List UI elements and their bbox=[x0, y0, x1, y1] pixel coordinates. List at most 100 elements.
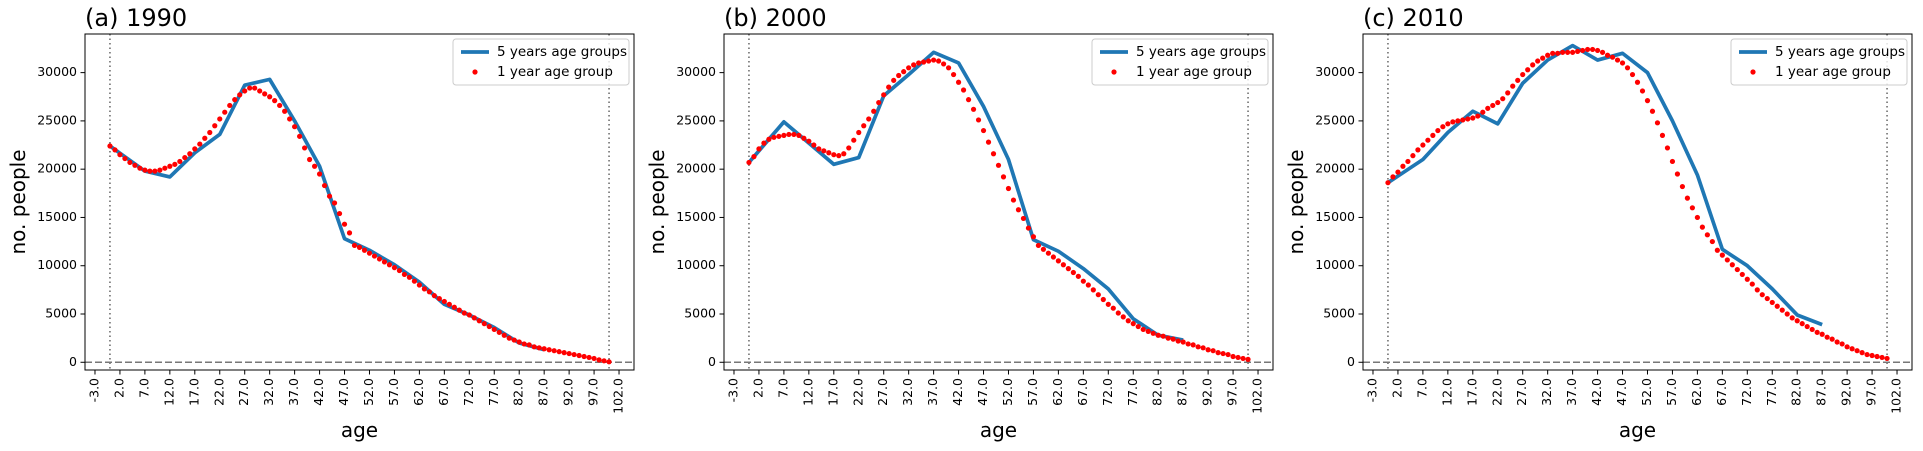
data-point bbox=[821, 148, 827, 154]
data-point bbox=[1879, 354, 1885, 361]
data-point bbox=[881, 92, 887, 98]
legend-swatch bbox=[1750, 69, 1756, 75]
x-tick-label: 97.0 bbox=[1864, 378, 1879, 406]
data-point bbox=[1754, 287, 1760, 293]
x-tick-label: 12.0 bbox=[1439, 378, 1454, 406]
data-point bbox=[501, 332, 507, 338]
data-point bbox=[1565, 49, 1571, 55]
data-point bbox=[876, 99, 882, 106]
data-point bbox=[1175, 338, 1181, 344]
x-tick-label: 62.0 bbox=[411, 378, 426, 406]
y-tick-label: 20000 bbox=[676, 161, 716, 176]
x-tick-label: 52.0 bbox=[1000, 378, 1015, 406]
data-point bbox=[1410, 153, 1416, 159]
data-point bbox=[1440, 124, 1446, 130]
data-point bbox=[282, 108, 288, 114]
data-point bbox=[182, 154, 188, 161]
data-point bbox=[287, 116, 293, 122]
data-point bbox=[167, 163, 173, 169]
data-point bbox=[950, 71, 957, 78]
data-point bbox=[551, 348, 557, 354]
x-tick-label: 42.0 bbox=[1589, 378, 1604, 406]
data-point bbox=[1639, 88, 1646, 94]
data-point bbox=[851, 137, 857, 143]
y-tick-label: 5000 bbox=[1323, 306, 1355, 321]
data-point bbox=[1185, 341, 1191, 347]
y-tick-label: 20000 bbox=[37, 161, 77, 176]
data-point bbox=[481, 321, 487, 327]
data-point bbox=[1659, 132, 1666, 138]
data-point bbox=[586, 354, 592, 361]
data-point bbox=[1050, 254, 1056, 260]
data-point bbox=[1589, 46, 1596, 53]
data-point bbox=[1545, 52, 1551, 58]
data-point bbox=[751, 154, 757, 160]
x-tick-label: 82.0 bbox=[511, 378, 526, 406]
data-point bbox=[401, 271, 408, 278]
x-tick-label: 22.0 bbox=[850, 378, 865, 406]
data-point bbox=[1080, 278, 1086, 284]
data-line bbox=[747, 50, 1184, 342]
data-point bbox=[1180, 339, 1186, 345]
data-point bbox=[1555, 50, 1561, 56]
x-tick-label: 72.0 bbox=[1100, 378, 1115, 406]
data-point bbox=[1819, 331, 1825, 337]
data-point bbox=[1694, 214, 1700, 221]
data-point bbox=[1150, 330, 1156, 336]
data-point bbox=[791, 131, 797, 138]
data-point bbox=[1789, 315, 1795, 321]
data-point bbox=[591, 355, 597, 362]
data-point bbox=[1200, 345, 1206, 351]
legend-box bbox=[1091, 38, 1269, 86]
data-point bbox=[1739, 271, 1745, 278]
data-point bbox=[1140, 326, 1146, 333]
data-point bbox=[1225, 351, 1231, 358]
x-tick-label: 27.0 bbox=[875, 378, 890, 406]
data-point bbox=[806, 138, 812, 144]
x-tick-label: 42.0 bbox=[950, 378, 965, 406]
x-tick-label: 47.0 bbox=[1614, 378, 1629, 406]
data-point bbox=[1535, 58, 1541, 64]
subplot: (c) 2010 -3.0 2.0 7.0 12.0 17.0 22.0 27.0 32.0 37… bbox=[1284, 4, 1913, 442]
x-tick-label: 97.0 bbox=[1225, 378, 1240, 406]
x-tick-label: 42.0 bbox=[311, 378, 326, 406]
x-tick-label: 102.0 bbox=[611, 378, 626, 414]
x-tick-label: 17.0 bbox=[825, 378, 840, 406]
y-tick-label: 15000 bbox=[676, 209, 716, 224]
data-point bbox=[1390, 174, 1396, 180]
subplot: (b) 2000 -3.0 2.0 7.0 12.0 17.0 22.0 27.0 32.0 37… bbox=[645, 4, 1274, 442]
data-point bbox=[1719, 252, 1725, 258]
data-point bbox=[1470, 115, 1476, 121]
data-point bbox=[207, 129, 213, 136]
x-tick-label: 52.0 bbox=[361, 378, 376, 406]
data-point bbox=[561, 350, 567, 356]
x-tick-label: 37.0 bbox=[286, 378, 301, 406]
y-axis-label: no. people bbox=[645, 149, 669, 254]
data-point bbox=[262, 91, 268, 97]
x-tick-label: 67.0 bbox=[1075, 378, 1090, 406]
data-point bbox=[247, 85, 253, 91]
data-point bbox=[336, 210, 343, 217]
data-point bbox=[441, 298, 447, 305]
data-point bbox=[107, 143, 113, 149]
data-point bbox=[1689, 205, 1695, 211]
x-tick-label: 22.0 bbox=[211, 378, 226, 406]
y-tick-label: 10000 bbox=[676, 257, 716, 272]
data-point bbox=[421, 286, 427, 292]
data-point bbox=[1115, 310, 1121, 316]
x-axis-label: age bbox=[980, 418, 1017, 442]
data-point bbox=[861, 123, 867, 129]
data-point bbox=[1500, 96, 1506, 102]
data-point bbox=[476, 318, 482, 324]
data-point bbox=[1430, 132, 1436, 138]
data-point bbox=[995, 162, 1002, 168]
x-tick-label: 57.0 bbox=[1025, 378, 1040, 406]
data-point bbox=[975, 117, 982, 123]
data-point bbox=[471, 315, 477, 321]
data-point bbox=[1664, 145, 1671, 151]
data-point bbox=[1515, 77, 1521, 83]
x-tick-label: 47.0 bbox=[975, 378, 990, 406]
data-point bbox=[1749, 281, 1755, 287]
data-point bbox=[521, 341, 527, 347]
data-point bbox=[771, 134, 777, 140]
